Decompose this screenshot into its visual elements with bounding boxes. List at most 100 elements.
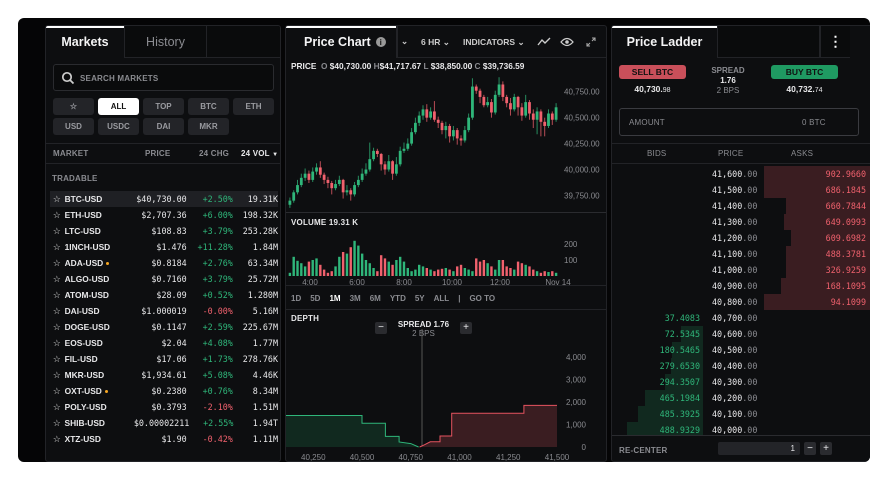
star-icon[interactable]: ☆ <box>52 369 61 380</box>
ladder-row[interactable]: 294.3507 40,300.00 <box>612 374 870 390</box>
step-increment-button[interactable]: + <box>820 442 832 455</box>
filter-chip[interactable]: ☆ <box>53 98 94 115</box>
star-icon[interactable]: ☆ <box>52 241 61 252</box>
market-row[interactable]: ☆ ATOM-USD $28.09 +0.52% 1.280M <box>50 287 278 303</box>
range-6m[interactable]: 6M <box>369 294 381 303</box>
range-1m[interactable]: 1M <box>329 294 341 303</box>
market-row[interactable]: ☆ DAI-USD $1.000019 -0.00% 5.16M <box>50 303 278 319</box>
step-input[interactable]: 1 <box>718 442 800 455</box>
step-decrement-button[interactable]: − <box>804 442 816 455</box>
range-all[interactable]: ALL <box>433 294 450 303</box>
ladder-row[interactable]: 649.0993 41,300.00 <box>612 214 870 230</box>
star-icon[interactable]: ☆ <box>52 225 61 236</box>
ladder-row[interactable]: 37.4083 40,700.00 <box>612 310 870 326</box>
market-row[interactable]: ☆ ADA-USD $0.8184 +2.76% 63.34M <box>50 255 278 271</box>
market-row[interactable]: ☆ ETH-USD $2,707.36 +6.00% 198.32K <box>50 207 278 223</box>
market-row[interactable]: ☆ ALGO-USD $0.7160 +3.79% 25.72M <box>50 271 278 287</box>
ladder-row[interactable]: 465.1984 40,200.00 <box>612 390 870 406</box>
star-icon[interactable]: ☆ <box>52 337 61 348</box>
market-row[interactable]: ☆ 1INCH-USD $1.476 +11.28% 1.84M <box>50 239 278 255</box>
star-icon[interactable]: ☆ <box>52 353 61 364</box>
filter-chip[interactable]: BTC <box>188 98 229 115</box>
ladder-row[interactable]: 488.9329 40,000.00 <box>612 422 870 437</box>
depth-zoom-out-button[interactable]: − <box>375 322 387 334</box>
ladder-row[interactable]: 902.9660 41,600.00 <box>612 166 870 182</box>
col-price[interactable]: PRICE <box>145 149 171 158</box>
market-row[interactable]: ☆ BTC-USD $40,730.00 +2.50% 19.31K <box>50 191 278 207</box>
market-row[interactable]: ☆ FIL-USD $17.06 +1.73% 278.76K <box>50 351 278 367</box>
volume-bar <box>505 266 508 276</box>
sell-button[interactable]: SELL BTC <box>619 65 686 79</box>
buy-button[interactable]: BUY BTC <box>771 65 838 79</box>
depth-zoom-in-button[interactable]: + <box>460 322 472 334</box>
star-icon[interactable]: ☆ <box>52 417 61 428</box>
tab-markets[interactable]: Markets <box>46 26 124 58</box>
amount-input[interactable]: AMOUNT 0 BTC <box>619 108 859 136</box>
ladder-row[interactable]: 94.1099 40,800.00 <box>612 294 870 310</box>
ladder-row[interactable]: 168.1095 40,900.00 <box>612 278 870 294</box>
market-row[interactable]: ☆ DOGE-USD $0.1147 +2.59% 225.67M <box>50 319 278 335</box>
filter-chip[interactable]: ALL <box>98 98 139 115</box>
chevron-down-icon[interactable]: ⌄ <box>401 36 409 46</box>
market-row[interactable]: ☆ SHIB-USD $0.00002211 +2.55% 1.94T <box>50 415 278 431</box>
star-icon[interactable]: ☆ <box>52 209 61 220</box>
filter-chip[interactable]: TOP <box>143 98 184 115</box>
ladder-row[interactable]: 686.1845 41,500.00 <box>612 182 870 198</box>
range-3m[interactable]: 3M <box>349 294 361 303</box>
market-volume: 253.28K <box>242 226 278 236</box>
volume-bar <box>448 269 451 276</box>
ladder-row[interactable]: 660.7844 41,400.00 <box>612 198 870 214</box>
info-icon[interactable]: i <box>375 37 386 47</box>
star-icon[interactable]: ☆ <box>52 305 61 316</box>
star-icon[interactable]: ☆ <box>52 385 61 396</box>
recenter-button[interactable]: RE-CENTER <box>619 446 668 455</box>
range-1d[interactable]: 1D <box>291 294 302 303</box>
range-5y[interactable]: 5Y <box>414 294 425 303</box>
search-input[interactable]: SEARCH MARKETS <box>53 64 274 91</box>
market-row[interactable]: ☆ OXT-USD $0.2380 +0.76% 8.34M <box>50 383 278 399</box>
filter-chip[interactable]: DAI <box>143 118 184 135</box>
col-change[interactable]: 24 CHG <box>199 149 230 158</box>
candle-body <box>463 130 467 141</box>
range-5d[interactable]: 5D <box>310 294 321 303</box>
tab-price-chart[interactable]: Price Chart i <box>286 26 397 58</box>
goto-button[interactable]: GO TO <box>469 294 496 303</box>
volume-chart[interactable]: 200 100 4:00 6:00 8:00 10:00 12:00 Nov 14 <box>286 226 607 286</box>
market-row[interactable]: ☆ MKR-USD $1,934.61 +5.08% 4.46K <box>50 367 278 383</box>
market-row[interactable]: ☆ XTZ-USD $1.90 -0.42% 1.11M <box>50 431 278 447</box>
ladder-row[interactable]: 72.5345 40,600.00 <box>612 326 870 342</box>
interval-dropdown[interactable]: 6 HR ⌄ <box>421 37 450 47</box>
star-icon[interactable]: ☆ <box>52 321 61 332</box>
more-menu-button[interactable]: ⋮ <box>820 26 850 58</box>
volume-bar <box>383 258 387 276</box>
star-icon[interactable]: ☆ <box>52 193 61 204</box>
star-icon[interactable]: ☆ <box>52 257 61 268</box>
eye-icon[interactable] <box>560 37 574 47</box>
depth-chart[interactable]: 4,000 3,000 2,000 1,000 0 40,250 40,500 40,750 4… <box>286 321 607 461</box>
ladder-row[interactable]: 279.6530 40,400.00 <box>612 358 870 374</box>
filter-chip[interactable]: USDC <box>98 118 139 135</box>
filter-chip[interactable]: ETH <box>233 98 274 115</box>
ladder-row[interactable]: 326.9259 41,000.00 <box>612 262 870 278</box>
market-row[interactable]: ☆ LTC-USD $108.83 +3.79% 253.28K <box>50 223 278 239</box>
ladder-row[interactable]: 488.3781 41,100.00 <box>612 246 870 262</box>
ladder-row[interactable]: 609.6982 41,200.00 <box>612 230 870 246</box>
market-row[interactable]: ☆ POLY-USD $0.3793 -2.10% 1.51M <box>50 399 278 415</box>
expand-icon[interactable] <box>586 37 596 47</box>
ladder-row[interactable]: 485.3925 40,100.00 <box>612 406 870 422</box>
range-ytd[interactable]: YTD <box>389 294 406 303</box>
line-chart-icon[interactable] <box>537 37 551 47</box>
ladder-row[interactable]: 180.5465 40,500.00 <box>612 342 870 358</box>
market-row[interactable]: ☆ EOS-USD $2.04 +4.08% 1.77M <box>50 335 278 351</box>
filter-chip[interactable]: MKR <box>188 118 229 135</box>
star-icon[interactable]: ☆ <box>52 433 61 444</box>
tab-price-ladder[interactable]: Price Ladder <box>612 26 718 58</box>
star-icon[interactable]: ☆ <box>52 289 61 300</box>
indicators-dropdown[interactable]: INDICATORS ⌄ <box>463 37 525 47</box>
price-chart[interactable]: 40,750.00 40,500.00 40,250.00 40,000.00 39,7… <box>286 71 607 211</box>
tab-history[interactable]: History <box>124 26 207 58</box>
star-icon[interactable]: ☆ <box>52 401 61 412</box>
filter-chip[interactable]: USD <box>53 118 94 135</box>
star-icon[interactable]: ☆ <box>52 273 61 284</box>
col-volume[interactable]: 24 VOL ▼ <box>241 149 278 158</box>
